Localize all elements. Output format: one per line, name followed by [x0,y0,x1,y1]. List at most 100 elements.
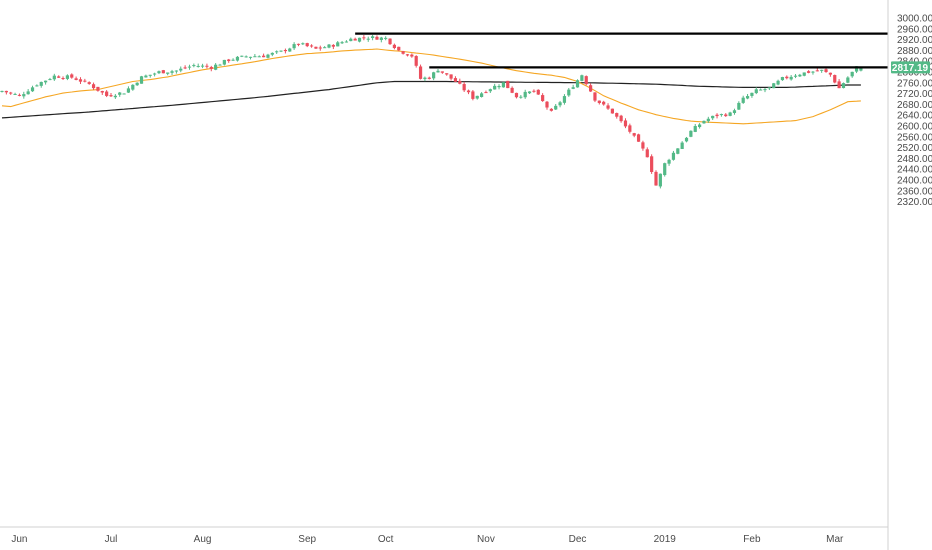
candle-body [13,93,17,95]
candle-body [105,91,109,96]
candle [336,41,340,47]
candle [118,91,122,97]
candle [22,91,26,99]
candle [113,94,117,99]
candle [48,77,52,81]
candle-body [227,59,231,62]
y-tick-label: 2720.00 [897,89,932,100]
candle-body [240,55,244,57]
candle-body [248,56,253,58]
candle [488,88,492,93]
candle [471,90,475,101]
candle-body [397,46,401,51]
candle [527,91,532,95]
candle-body [423,77,427,80]
candle [645,147,649,158]
candle-body [366,38,370,40]
candle-body [558,102,562,106]
candle-body [501,82,505,88]
candle-body [623,120,628,127]
candle [427,76,431,80]
candle [366,36,370,42]
candle [798,73,802,77]
candle-body [336,42,340,47]
candle-body [371,36,375,39]
candle-body [131,84,135,90]
candle-body [798,74,802,77]
y-tick-label: 2680.00 [897,100,932,111]
horizontal-lines [355,32,888,69]
candle-body [166,72,170,74]
candle [436,68,440,73]
candle-body [584,76,588,85]
candle [484,90,488,94]
candle [671,150,676,161]
candle [545,100,549,110]
candle-body [4,90,8,93]
x-tick-label: Dec [569,534,587,545]
candle-body [824,69,828,72]
candle-body [480,93,484,97]
candle [301,42,305,46]
candle-body [61,78,65,80]
candle-body [126,88,131,93]
candle [283,48,287,54]
candle-body [475,95,479,99]
candle [74,76,78,81]
candle [558,100,562,108]
candle-body [706,118,710,122]
candle [466,89,471,95]
candle [636,133,641,142]
candle-body [645,149,649,158]
candle [628,123,632,134]
candle-body [785,76,789,79]
candle [179,66,183,73]
candle [562,94,567,105]
candle [375,35,379,40]
candle-body [466,90,471,93]
candle [519,95,523,99]
ma-fast-line [1,48,861,125]
candle [379,36,383,43]
candle-body [580,75,584,81]
candle-body [96,86,100,91]
candle [30,85,35,92]
candle [850,71,854,78]
candle [610,108,614,114]
candle-body [244,56,248,58]
candle-body [78,79,83,82]
y-tick-label: 2520.00 [897,143,932,154]
candle [606,103,610,110]
candle [248,56,253,60]
candle [231,58,235,61]
candle [401,50,405,55]
candle-body [689,130,693,137]
candle [776,79,780,86]
candle [397,46,401,52]
candle-body [183,67,187,69]
candle-body [636,134,641,142]
candle [536,89,540,95]
candle [846,76,850,84]
candle-body [379,37,383,41]
candle-body [776,80,780,85]
candle-body [235,56,240,61]
candle [344,40,349,43]
candle [270,52,274,57]
candle-body [676,148,680,154]
candle [680,141,684,150]
candle [257,55,261,58]
candle-body [432,72,436,79]
candle [384,36,388,41]
candle [222,59,226,66]
candle-body [309,45,314,47]
candle [750,92,754,98]
candle-body [270,52,274,55]
candle [837,79,841,89]
candle-body [671,152,676,160]
candle-body [833,75,837,83]
y-axis: 3000.002960.002920.002880.002840.002800.… [897,14,932,209]
candle [227,58,231,63]
candle [262,53,266,58]
candle-body [196,65,200,67]
